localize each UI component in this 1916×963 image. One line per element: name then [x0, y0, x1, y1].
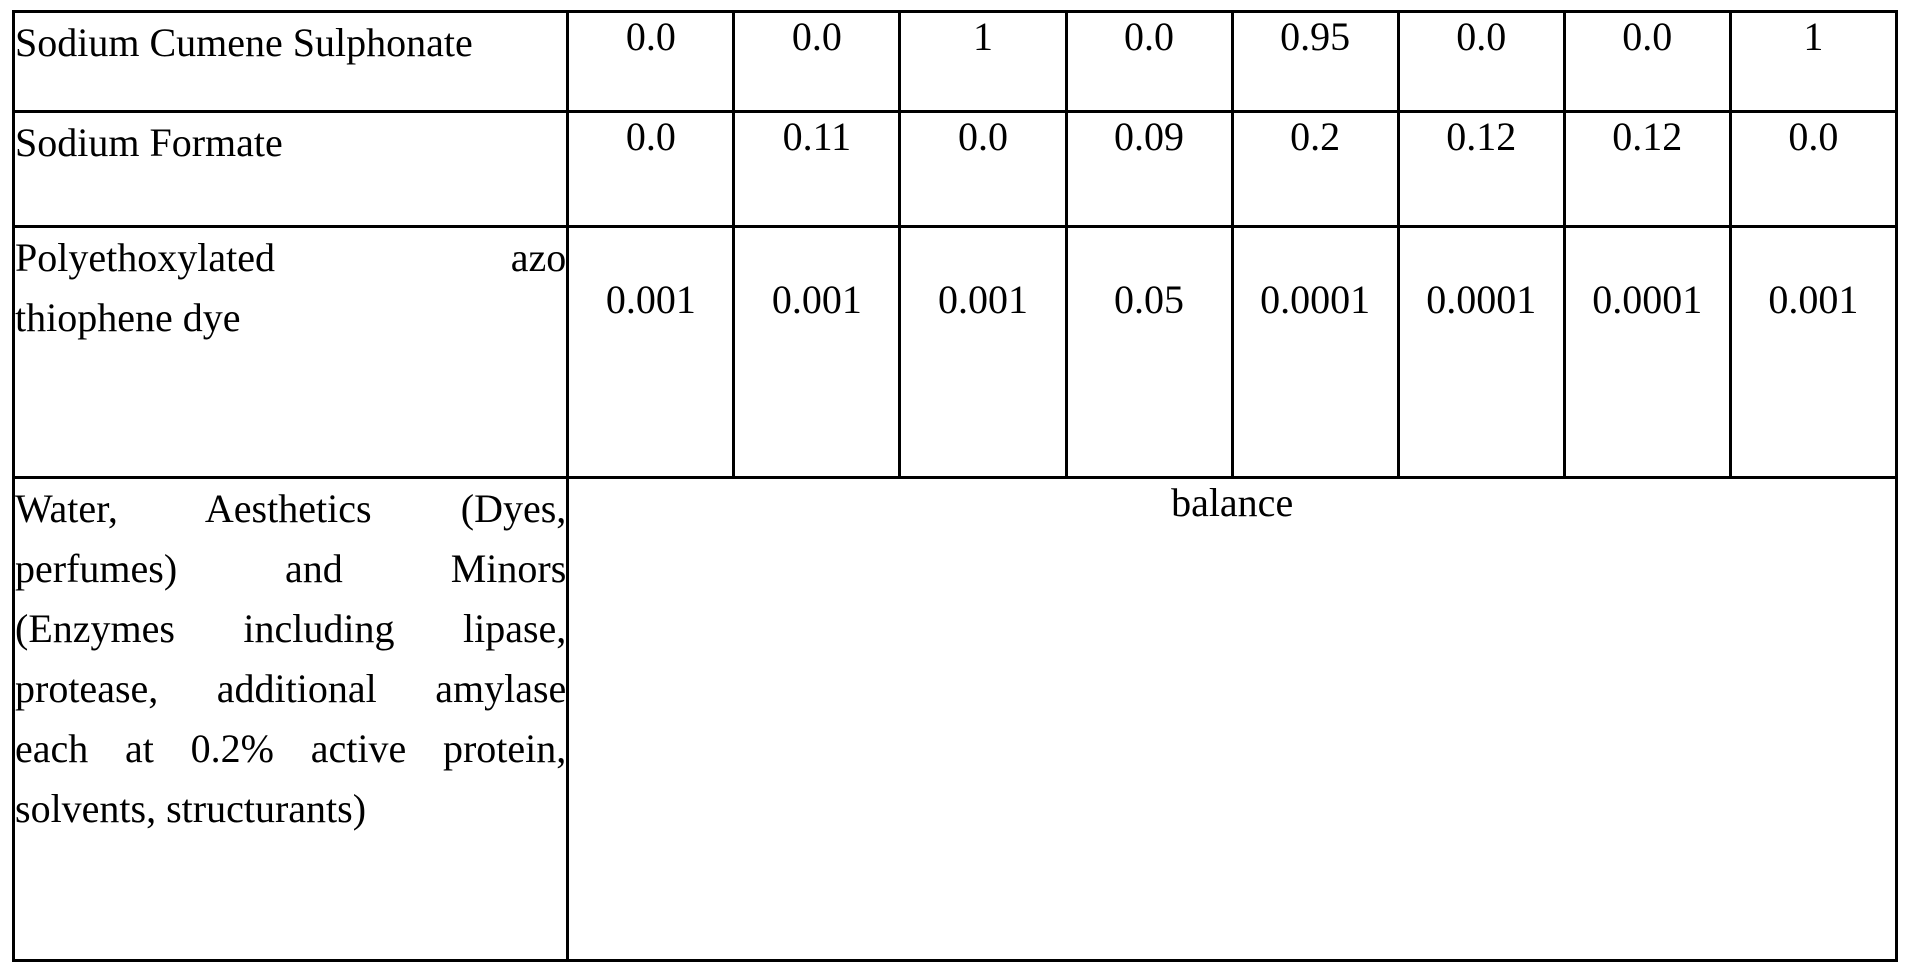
row-label-line-2: thiophene dye [15, 288, 566, 348]
row-label-text: Sodium Cumene Sulphonate [15, 20, 473, 65]
row-label-cell: Polyethoxylated azo thiophene dye [14, 227, 568, 478]
table-cell-value: 0.0001 [1564, 227, 1730, 478]
row-label-text: Sodium Formate [15, 120, 283, 165]
table-cell-value: 0.001 [568, 227, 734, 478]
row-label-cell: Water, Aesthetics (Dyes, perfumes) and M… [14, 478, 568, 961]
table-cell-value: 0.09 [1066, 112, 1232, 227]
row-label-line: protease, additional amylase [15, 659, 566, 719]
table-row: Polyethoxylated azo thiophene dye 0.001 … [14, 227, 1897, 478]
table-cell-value: 0.12 [1398, 112, 1564, 227]
table-cell-value: 0.0 [1398, 12, 1564, 112]
table-cell-value: 0.001 [734, 227, 900, 478]
table-cell-value: 0.0 [1730, 112, 1896, 227]
table-cell-value: 0.0 [568, 12, 734, 112]
table-cell-balance: balance [568, 478, 1897, 961]
row-label-text-left: Polyethoxylated [15, 228, 275, 288]
formulation-table: Sodium Cumene Sulphonate 0.0 0.0 1 0.0 0… [12, 10, 1898, 962]
table-cell-value: 0.2 [1232, 112, 1398, 227]
table-cell-value: 0.0001 [1398, 227, 1564, 478]
table-cell-value: 0.0 [568, 112, 734, 227]
table-cell-value: 0.001 [900, 227, 1066, 478]
table-cell-value: 1 [1730, 12, 1896, 112]
table-cell-value: 1 [900, 12, 1066, 112]
table-cell-value: 0.001 [1730, 227, 1896, 478]
table-cell-value: 0.0 [900, 112, 1066, 227]
row-label-line: Water, Aesthetics (Dyes, [15, 479, 566, 539]
table-cell-value: 0.95 [1232, 12, 1398, 112]
table-cell-value: 0.12 [1564, 112, 1730, 227]
row-label-line: (Enzymes including lipase, [15, 599, 566, 659]
row-label-text-right: azo [511, 228, 567, 288]
row-label-line: perfumes) and Minors [15, 539, 566, 599]
row-label-paragraph: Water, Aesthetics (Dyes, perfumes) and M… [15, 479, 566, 839]
row-label-line-1: Polyethoxylated azo [15, 228, 566, 288]
row-label-line: solvents, structurants) [15, 779, 566, 839]
table-cell-value: 0.0 [1564, 12, 1730, 112]
table-row: Water, Aesthetics (Dyes, perfumes) and M… [14, 478, 1897, 961]
table-cell-value: 0.0 [1066, 12, 1232, 112]
row-label-cell: Sodium Cumene Sulphonate [14, 12, 568, 112]
row-label-cell: Sodium Formate [14, 112, 568, 227]
table-row: Sodium Formate 0.0 0.11 0.0 0.09 0.2 0.1… [14, 112, 1897, 227]
table-row: Sodium Cumene Sulphonate 0.0 0.0 1 0.0 0… [14, 12, 1897, 112]
table-cell-value: 0.11 [734, 112, 900, 227]
table-cell-value: 0.0001 [1232, 227, 1398, 478]
table-cell-value: 0.05 [1066, 227, 1232, 478]
table-cell-value: 0.0 [734, 12, 900, 112]
document-page: Sodium Cumene Sulphonate 0.0 0.0 1 0.0 0… [0, 0, 1916, 963]
row-label-line: each at 0.2% active protein, [15, 719, 566, 779]
